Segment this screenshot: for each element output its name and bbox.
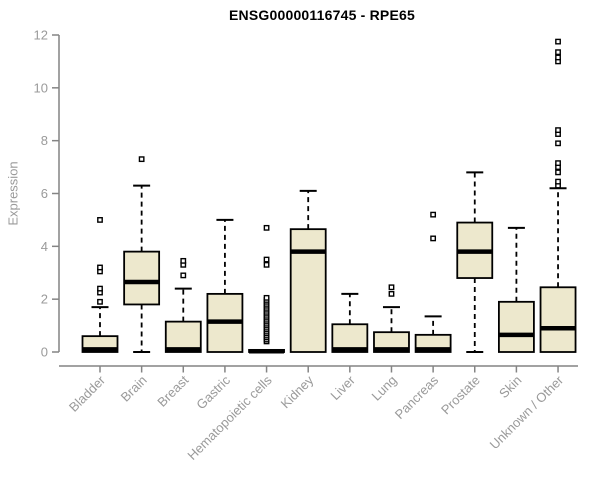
y-tick-label: 12 bbox=[34, 28, 48, 43]
y-tick-label: 8 bbox=[41, 133, 48, 148]
box-pancreas bbox=[414, 211, 452, 353]
box-prostate bbox=[456, 171, 494, 353]
iqr-box bbox=[164, 320, 202, 353]
x-category-label: Skin bbox=[496, 373, 524, 401]
box-lung bbox=[373, 284, 410, 353]
iqr-box bbox=[497, 300, 535, 353]
x-category-label: Prostate bbox=[438, 373, 483, 418]
outlier-point bbox=[555, 54, 561, 61]
box-hematopoietic-cells bbox=[248, 224, 285, 354]
box-liver bbox=[331, 292, 369, 353]
outlier-point bbox=[263, 294, 270, 301]
outlier-point bbox=[97, 285, 103, 292]
iqr-box bbox=[289, 228, 327, 353]
y-tick-label: 0 bbox=[41, 345, 48, 360]
outlier-point bbox=[555, 127, 561, 134]
outlier-point bbox=[388, 284, 395, 291]
box-gastric bbox=[206, 218, 244, 353]
box-breast bbox=[164, 257, 202, 353]
outlier-point bbox=[555, 140, 561, 147]
outlier-point bbox=[97, 298, 103, 305]
outlier-point bbox=[97, 217, 103, 223]
outlier-point bbox=[555, 160, 561, 167]
x-category-label: Kidney bbox=[278, 372, 317, 411]
box-skin bbox=[497, 226, 535, 353]
outlier-point bbox=[430, 235, 437, 242]
outlier-point bbox=[138, 156, 145, 163]
outlier-point bbox=[180, 272, 187, 279]
y-tick-label: 10 bbox=[34, 80, 48, 95]
box-bladder bbox=[81, 217, 119, 353]
outlier-point bbox=[555, 49, 561, 56]
iqr-box bbox=[539, 286, 577, 353]
y-tick-label: 6 bbox=[41, 186, 48, 201]
outlier-point bbox=[263, 224, 270, 231]
outlier-point bbox=[430, 211, 437, 218]
box-brain bbox=[123, 156, 161, 353]
x-category-label: Gastric bbox=[193, 372, 233, 412]
outlier-point bbox=[555, 178, 561, 185]
iqr-box bbox=[373, 331, 410, 353]
box-unknown-other bbox=[539, 38, 577, 353]
outlier-point bbox=[180, 257, 187, 264]
outlier-point bbox=[263, 261, 270, 268]
y-tick-label: 4 bbox=[41, 239, 48, 254]
outlier-point bbox=[263, 256, 270, 263]
outlier-point bbox=[555, 38, 561, 45]
x-category-label: Unknown / Other bbox=[487, 372, 567, 452]
box-kidney bbox=[289, 189, 327, 353]
y-axis: 0 2 4 6 8 10 12 bbox=[34, 28, 60, 360]
outlier-point bbox=[388, 290, 395, 297]
x-category-label: Pancreas bbox=[392, 372, 442, 422]
x-category-label: Brain bbox=[118, 373, 150, 405]
outlier-point bbox=[97, 264, 103, 271]
x-category-label: Breast bbox=[154, 372, 191, 409]
x-category-label: Liver bbox=[327, 372, 358, 403]
chart-title: ENSG00000116745 - RPE65 bbox=[229, 7, 415, 23]
y-tick-label: 2 bbox=[41, 292, 48, 307]
outlier-point bbox=[555, 169, 561, 176]
x-category-label: Lung bbox=[369, 373, 400, 404]
x-category-label: Bladder bbox=[66, 372, 109, 415]
iqr-box bbox=[123, 250, 161, 306]
y-axis-title: Expression bbox=[5, 161, 21, 226]
